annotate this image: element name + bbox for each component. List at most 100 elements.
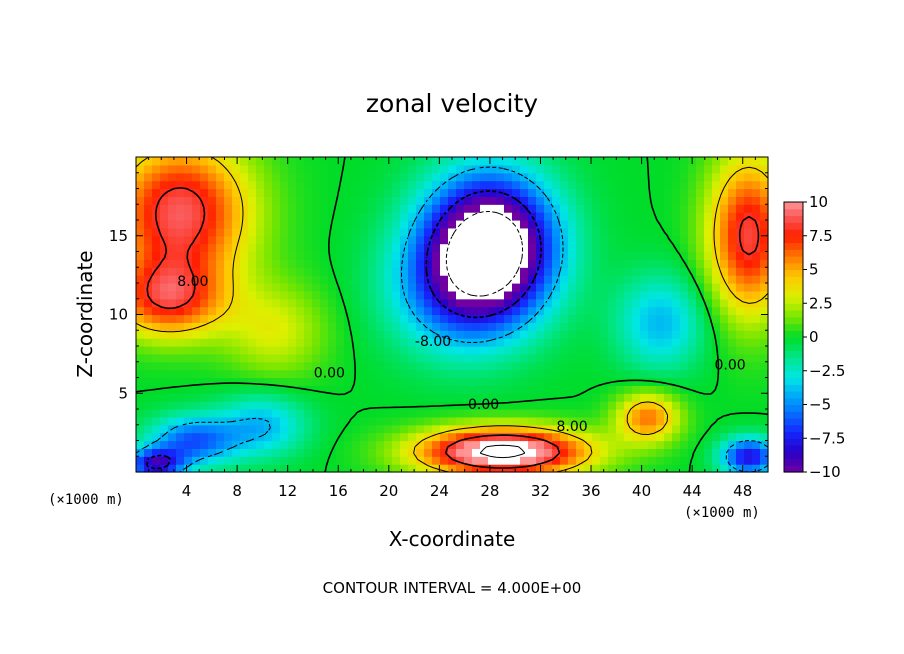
heatmap-cell bbox=[528, 361, 537, 371]
heatmap-cell bbox=[432, 456, 441, 465]
heatmap-cell bbox=[464, 448, 473, 457]
heatmap-cell bbox=[680, 220, 689, 229]
heatmap-cell bbox=[720, 432, 729, 442]
heatmap-cell bbox=[616, 283, 625, 292]
heatmap-cell bbox=[528, 338, 537, 347]
heatmap-cell bbox=[376, 409, 385, 418]
heatmap-cell bbox=[632, 353, 641, 363]
heatmap-cell bbox=[704, 361, 713, 371]
heatmap-cell bbox=[712, 353, 721, 363]
heatmap-cell bbox=[712, 235, 721, 245]
heatmap-cell bbox=[696, 346, 705, 355]
heatmap-cell bbox=[440, 212, 449, 221]
heatmap-cell bbox=[584, 369, 593, 379]
heatmap-cell bbox=[432, 204, 441, 213]
heatmap-cell bbox=[416, 369, 425, 379]
heatmap-cell bbox=[328, 314, 337, 323]
heatmap-cell bbox=[376, 196, 385, 205]
heatmap-cell bbox=[352, 243, 361, 253]
heatmap-cell bbox=[408, 188, 417, 197]
heatmap-cell bbox=[144, 448, 153, 457]
heatmap-cell bbox=[440, 259, 449, 268]
heatmap-cell bbox=[664, 377, 673, 386]
heatmap-cell bbox=[432, 440, 441, 449]
heatmap-cell bbox=[184, 338, 193, 347]
heatmap-cell bbox=[720, 409, 729, 418]
heatmap-cell bbox=[648, 393, 657, 402]
heatmap-cell bbox=[344, 369, 353, 379]
heatmap-cell bbox=[272, 235, 281, 245]
heatmap-cell bbox=[216, 283, 225, 292]
heatmap-cell bbox=[736, 180, 745, 190]
heatmap-cell bbox=[600, 172, 609, 182]
x-tick-label: 44 bbox=[683, 482, 702, 500]
heatmap-cell bbox=[664, 424, 673, 434]
heatmap-cell bbox=[624, 322, 633, 331]
heatmap-cell bbox=[752, 157, 761, 166]
heatmap-cell bbox=[344, 401, 353, 410]
heatmap-cell bbox=[312, 275, 321, 284]
heatmap-cell bbox=[520, 346, 529, 355]
heatmap-cell bbox=[640, 196, 649, 205]
heatmap-cell bbox=[504, 267, 513, 276]
heatmap-cell bbox=[656, 164, 665, 174]
heatmap-cell bbox=[344, 212, 353, 221]
colorbar-band bbox=[784, 202, 803, 210]
contour-line-8 bbox=[146, 187, 760, 469]
heatmap-cell bbox=[136, 314, 145, 323]
heatmap-cell bbox=[568, 283, 577, 292]
heatmap-cell bbox=[488, 227, 497, 237]
heatmap-cell bbox=[176, 251, 185, 260]
heatmap-cell bbox=[464, 251, 473, 260]
heatmap-cell bbox=[616, 456, 625, 465]
heatmap-cell bbox=[536, 290, 545, 300]
heatmap-cell bbox=[640, 353, 649, 363]
heatmap-cell bbox=[632, 409, 641, 418]
heatmap-cell bbox=[680, 204, 689, 213]
heatmap-cell bbox=[384, 456, 393, 465]
heatmap-cell bbox=[384, 251, 393, 260]
heatmap-cell bbox=[288, 196, 297, 205]
heatmap-cell bbox=[720, 401, 729, 410]
heatmap-cell bbox=[400, 432, 409, 442]
heatmap-cell bbox=[456, 432, 465, 442]
heatmap-cell bbox=[640, 416, 649, 426]
heatmap-cell bbox=[176, 361, 185, 371]
heatmap-cell bbox=[184, 393, 193, 402]
heatmap-cell bbox=[656, 409, 665, 418]
heatmap-cell bbox=[440, 448, 449, 457]
heatmap-cell bbox=[576, 401, 585, 410]
heatmap-cell bbox=[208, 353, 217, 363]
heatmap-cell bbox=[504, 298, 513, 308]
heatmap-cell bbox=[672, 409, 681, 418]
heatmap-cell bbox=[592, 401, 601, 410]
heatmap-cell bbox=[160, 346, 169, 355]
heatmap-cell bbox=[472, 353, 481, 363]
heatmap-cell bbox=[408, 243, 417, 253]
heatmap-cell bbox=[576, 290, 585, 300]
heatmap-cell bbox=[624, 267, 633, 276]
heatmap-cell bbox=[432, 235, 441, 245]
heatmap-cell bbox=[232, 251, 241, 260]
heatmap-cell bbox=[392, 346, 401, 355]
heatmap-cell bbox=[688, 377, 697, 386]
colorbar-band bbox=[784, 458, 803, 466]
heatmap-cell bbox=[608, 322, 617, 331]
heatmap-cell bbox=[504, 416, 513, 426]
heatmap-cell bbox=[304, 409, 313, 418]
heatmap-cell bbox=[536, 220, 545, 229]
heatmap-cell bbox=[672, 314, 681, 323]
heatmap-cell bbox=[352, 172, 361, 182]
heatmap-cell bbox=[176, 180, 185, 190]
heatmap-cell bbox=[696, 235, 705, 245]
heatmap-cell bbox=[320, 424, 329, 434]
heatmap-cell bbox=[536, 259, 545, 268]
heatmap-cell bbox=[392, 196, 401, 205]
heatmap-cell bbox=[480, 377, 489, 386]
heatmap-cell bbox=[432, 164, 441, 174]
heatmap-cell bbox=[400, 424, 409, 434]
heatmap-cell bbox=[376, 361, 385, 371]
heatmap-cell bbox=[608, 283, 617, 292]
heatmap-cell bbox=[296, 393, 305, 402]
heatmap-cell bbox=[240, 298, 249, 308]
